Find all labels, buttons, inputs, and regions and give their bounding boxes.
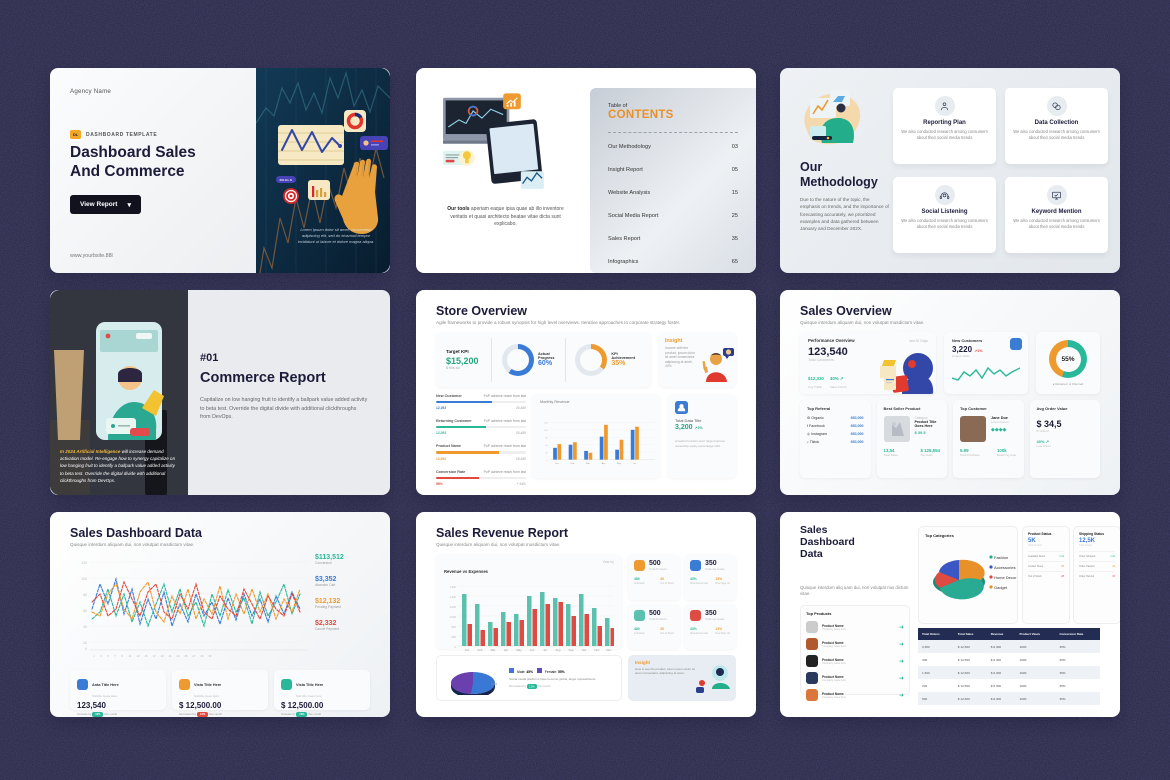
- svg-text:Apr: Apr: [602, 462, 606, 465]
- svg-text:1400: 1400: [450, 595, 457, 599]
- svg-text:21: 21: [168, 654, 172, 658]
- svg-text:23: 23: [176, 654, 180, 658]
- svg-text:Gadget: Gadget: [994, 585, 1008, 590]
- svg-text:30: 30: [208, 654, 212, 658]
- svg-text:800: 800: [451, 625, 456, 629]
- svg-text:Home Decor: Home Decor: [994, 575, 1017, 580]
- svg-text:7: 7: [114, 654, 116, 658]
- svg-text:Fashion: Fashion: [994, 555, 1008, 560]
- svg-text:80: 80: [545, 438, 548, 440]
- svg-text:120: 120: [81, 561, 87, 565]
- svg-text:27: 27: [192, 654, 196, 658]
- svg-text:0: 0: [546, 460, 548, 462]
- svg-text:40: 40: [83, 625, 87, 629]
- svg-text:May: May: [516, 648, 522, 652]
- svg-text:Jun: Jun: [633, 463, 637, 465]
- svg-text:60: 60: [83, 609, 87, 613]
- svg-text:55%: 55%: [491, 682, 497, 686]
- svg-text:3: 3: [100, 654, 102, 658]
- svg-text:20: 20: [545, 452, 548, 454]
- svg-text:11: 11: [129, 654, 132, 658]
- svg-text:1200: 1200: [450, 605, 457, 609]
- svg-text:Dec: Dec: [607, 648, 613, 652]
- svg-text:adipiscing elit, sed do eiusmo: adipiscing elit, sed do eiusmod tempor: [302, 233, 371, 238]
- svg-text:Nov: Nov: [595, 648, 601, 652]
- svg-text:140: 140: [544, 423, 548, 425]
- svg-text:DEALS: DEALS: [280, 178, 293, 182]
- svg-text:Feb: Feb: [478, 648, 483, 652]
- svg-text:13: 13: [136, 654, 140, 658]
- svg-text:19: 19: [160, 654, 164, 658]
- svg-text:Accessories: Accessories: [994, 565, 1016, 570]
- svg-text:100: 100: [81, 577, 87, 581]
- svg-text:Jul: Jul: [543, 648, 547, 652]
- svg-text:9: 9: [121, 654, 123, 658]
- svg-text:Mar: Mar: [586, 463, 590, 465]
- svg-text:15: 15: [144, 654, 148, 658]
- svg-text:incididunt ut labore et dolore: incididunt ut labore et dolore magna ali…: [298, 239, 375, 244]
- svg-text:120: 120: [544, 430, 548, 432]
- svg-text:Jan: Jan: [465, 648, 470, 652]
- svg-text:Jun: Jun: [530, 648, 535, 652]
- svg-text:60: 60: [545, 445, 548, 447]
- svg-text:Aug: Aug: [556, 648, 561, 652]
- svg-text:600: 600: [451, 635, 456, 639]
- svg-text:1000: 1000: [450, 615, 457, 619]
- svg-text:29: 29: [200, 654, 204, 658]
- svg-text:Apr: Apr: [504, 648, 508, 652]
- svg-text:20: 20: [83, 641, 87, 645]
- svg-text:25: 25: [184, 654, 188, 658]
- svg-text:0: 0: [454, 645, 456, 649]
- svg-text:May: May: [617, 463, 622, 465]
- svg-text:Mar: Mar: [491, 648, 496, 652]
- svg-text:80: 80: [83, 593, 87, 597]
- svg-text:Oct: Oct: [582, 648, 587, 652]
- svg-text:Sep: Sep: [569, 648, 574, 652]
- svg-text:Jan: Jan: [555, 463, 559, 465]
- svg-text:17: 17: [152, 654, 156, 658]
- svg-text:5: 5: [107, 654, 109, 658]
- svg-text:0: 0: [85, 647, 87, 651]
- svg-text:Lorem Ipsum dolor sit amet, co: Lorem Ipsum dolor sit amet, consectetur: [300, 227, 372, 232]
- svg-text:1400: 1400: [450, 585, 457, 589]
- svg-text:Feb: Feb: [571, 463, 575, 465]
- svg-text:1: 1: [93, 654, 95, 658]
